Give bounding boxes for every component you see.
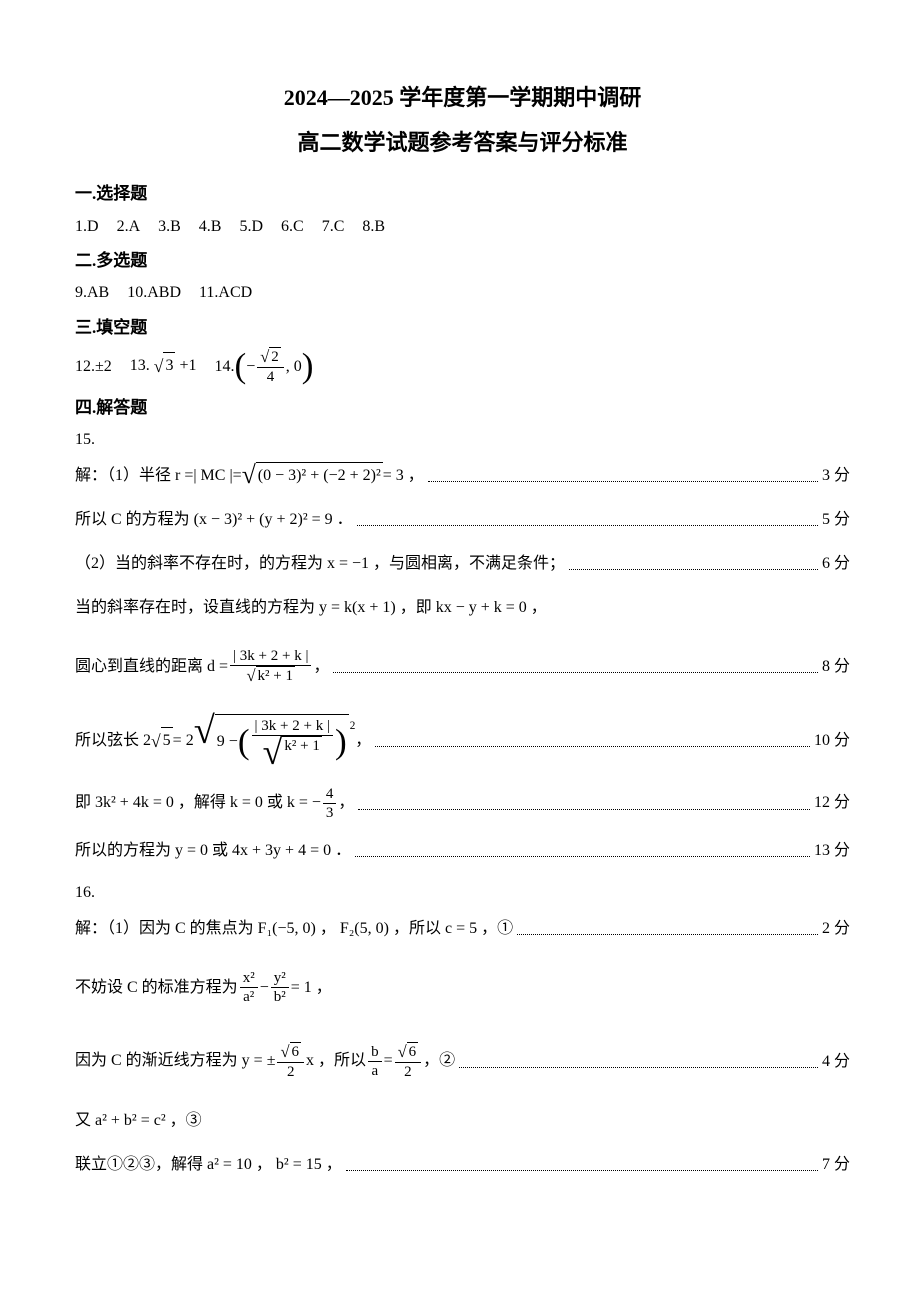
subtitle: 高二数学试题参考答案与评分标准 [75, 125, 850, 160]
ans-13: 13. √3 +1 [130, 352, 197, 380]
left-paren-icon: ( [234, 352, 246, 380]
dotted-leader [333, 660, 818, 673]
q15-step3: （2）当的斜率不存在时，的方程为 x = −1 ，与圆相离，不满足条件； 6 分 [75, 549, 850, 579]
ans-12: 12.±2 [75, 354, 112, 380]
dotted-leader [459, 1055, 818, 1068]
ans-7: 7.C [322, 218, 345, 235]
fill-blank-answers: 12.±2 13. √3 +1 14. ( − √2 4 , 0 ) [75, 347, 850, 386]
score-label: 5 分 [822, 507, 850, 533]
sqrt-icon: √5 [151, 727, 173, 755]
ans-2: 2.A [117, 218, 141, 235]
section-3-header: 三.填空题 [75, 314, 850, 341]
score-label: 10 分 [814, 728, 850, 754]
dotted-leader [428, 469, 818, 482]
q15-step4: 当的斜率存在时，设直线的方程为 y = k(x + 1) ，即 kx − y +… [75, 593, 850, 623]
score-label: 4 分 [822, 1049, 850, 1075]
question-15-label: 15. [75, 427, 850, 453]
ans-3: 3.B [158, 218, 181, 235]
dotted-leader [358, 797, 810, 810]
q16-step3: 因为 C 的渐近线方程为 y = ± √6 2 x ，所以 b a = √6 2… [75, 1031, 850, 1091]
q15-step7: 即 3k² + 4k = 0 ，解得 k = 0 或 k = − 4 3 ， 1… [75, 785, 850, 822]
fraction: 4 3 [323, 785, 337, 822]
ans-1: 1.D [75, 218, 99, 235]
ans-8: 8.B [362, 218, 385, 235]
section-2-header: 二.多选题 [75, 247, 850, 274]
q15-step8: 所以的方程为 y = 0 或 4x + 3y + 4 = 0 ． 13 分 [75, 836, 850, 866]
question-16-label: 16. [75, 880, 850, 906]
fraction: √6 2 [395, 1042, 422, 1081]
q16-step1: 解：（1）因为 C 的焦点为 F₁(−5, 0) ， F₂(5, 0) ，所以 … [75, 913, 850, 943]
fraction: | 3k + 2 + k | √k² + 1 [230, 647, 311, 686]
dotted-leader [569, 557, 818, 570]
right-paren-icon: ) [302, 352, 314, 380]
ans-4: 4.B [199, 218, 222, 235]
fraction: b a [368, 1043, 382, 1080]
ans-11: 11.ACD [199, 284, 252, 301]
fraction: √6 2 [277, 1042, 304, 1081]
score-label: 2 分 [822, 916, 850, 942]
q15-step5: 圆心到直线的距离 d = | 3k + 2 + k | √k² + 1 ， 8 … [75, 637, 850, 697]
score-label: 6 分 [822, 551, 850, 577]
score-label: 7 分 [822, 1152, 850, 1178]
q15-step1: 解：（1）半径 r =| MC |= √(0 − 3)² + (−2 + 2)²… [75, 461, 850, 491]
dotted-leader [355, 844, 810, 857]
dotted-leader [346, 1158, 818, 1171]
score-label: 3 分 [822, 463, 850, 489]
ans-6: 6.C [281, 218, 304, 235]
q16-step4: 又 a² + b² = c² ，③ [75, 1105, 850, 1135]
msq-answers: 9.AB 10.ABD 11.ACD [75, 280, 850, 306]
fraction: x² a² [240, 969, 258, 1006]
section-1-header: 一.选择题 [75, 180, 850, 207]
ans-5: 5.D [239, 218, 263, 235]
mc-answers: 1.D 2.A 3.B 4.B 5.D 6.C 7.C 8.B [75, 214, 850, 240]
exponent: 2 [350, 718, 356, 736]
ans-9: 9.AB [75, 284, 109, 301]
sqrt-icon: √3 [154, 352, 176, 380]
dotted-leader [375, 734, 810, 747]
main-title: 2024—2025 学年度第一学期期中调研 [75, 80, 850, 115]
section-4-header: 四.解答题 [75, 394, 850, 421]
fraction: y² b² [271, 969, 289, 1006]
q16-step5: 联立①②③，解得 a² = 10 ， b² = 15 ， 7 分 [75, 1149, 850, 1179]
q15-step2: 所以 C 的方程为 (x − 3)² + (y + 2)² = 9 ． 5 分 [75, 505, 850, 535]
dotted-leader [357, 513, 818, 526]
q16-step2: 不妨设 C 的标准方程为 x² a² − y² b² = 1 ， [75, 957, 850, 1017]
score-label: 8 分 [822, 654, 850, 680]
fraction: √2 4 [257, 347, 284, 386]
fraction: | 3k + 2 + k | √k² + 1 [252, 717, 333, 768]
left-paren-icon: ( [238, 728, 250, 756]
dotted-leader [517, 922, 818, 935]
sqrt-icon: √ 9 − ( | 3k + 2 + k | √k² + 1 ) [194, 714, 349, 768]
ans-10: 10.ABD [127, 284, 181, 301]
sqrt-icon: √(0 − 3)² + (−2 + 2)² [242, 462, 383, 489]
ans-14: 14. ( − √2 4 , 0 ) [214, 347, 313, 386]
score-label: 13 分 [814, 838, 850, 864]
q15-step6: 所以弦长 2 √5 = 2 √ 9 − ( | 3k + 2 + k | √k²… [75, 711, 850, 771]
right-paren-icon: ) [335, 728, 347, 756]
score-label: 12 分 [814, 790, 850, 816]
